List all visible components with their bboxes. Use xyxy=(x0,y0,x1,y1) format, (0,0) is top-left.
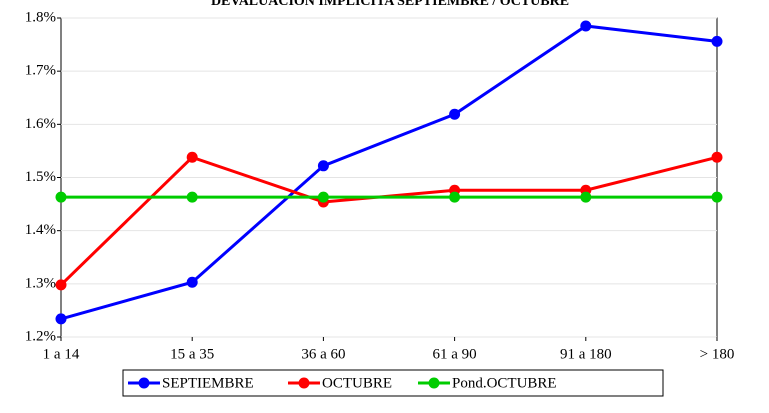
series-line xyxy=(59,155,718,286)
chart-title: DEVALUACION IMPLICITA SEPTIEMBRE / OCTUB… xyxy=(211,0,569,9)
legend-label: SEPTIEMBRE xyxy=(162,375,254,391)
data-point xyxy=(449,108,461,120)
legend-label: OCTUBRE xyxy=(322,375,392,391)
data-point xyxy=(580,20,592,32)
legend-marker xyxy=(298,377,310,389)
data-point xyxy=(55,313,67,325)
legend-marker xyxy=(138,377,150,389)
y-tick-label: 1.4% xyxy=(25,222,56,238)
data-point xyxy=(186,191,198,203)
data-point xyxy=(317,160,329,172)
data-point xyxy=(711,151,723,163)
y-tick-label: 1.6% xyxy=(25,116,56,132)
x-tick-label: > 180 xyxy=(700,346,735,362)
data-point xyxy=(55,191,67,203)
y-tick-label: 1.3% xyxy=(25,275,56,291)
x-tick-label: 91 a 180 xyxy=(560,346,612,362)
data-point xyxy=(317,191,329,203)
series-line xyxy=(60,24,718,321)
data-point xyxy=(55,279,67,291)
x-tick-label: 36 a 60 xyxy=(301,346,345,362)
data-point xyxy=(711,35,723,47)
data-point xyxy=(186,276,198,288)
x-tick-label: 1 a 14 xyxy=(43,346,80,362)
legend-marker xyxy=(428,377,440,389)
data-point xyxy=(580,191,592,203)
data-point xyxy=(449,191,461,203)
x-tick-label: 61 a 90 xyxy=(433,346,477,362)
y-tick-label: 1.8% xyxy=(25,9,56,25)
legend-label: Pond.OCTUBRE xyxy=(452,375,557,391)
data-point xyxy=(186,151,198,163)
y-tick-label: 1.2% xyxy=(25,328,56,344)
data-point xyxy=(711,191,723,203)
y-tick-label: 1.7% xyxy=(25,63,56,79)
y-tick-label: 1.5% xyxy=(25,169,56,185)
legend-box xyxy=(122,369,664,397)
x-tick-label: 15 a 35 xyxy=(170,346,214,362)
